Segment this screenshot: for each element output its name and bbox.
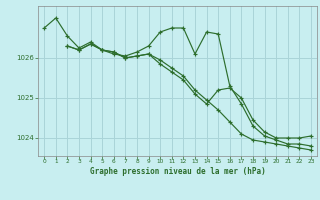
X-axis label: Graphe pression niveau de la mer (hPa): Graphe pression niveau de la mer (hPa) xyxy=(90,167,266,176)
